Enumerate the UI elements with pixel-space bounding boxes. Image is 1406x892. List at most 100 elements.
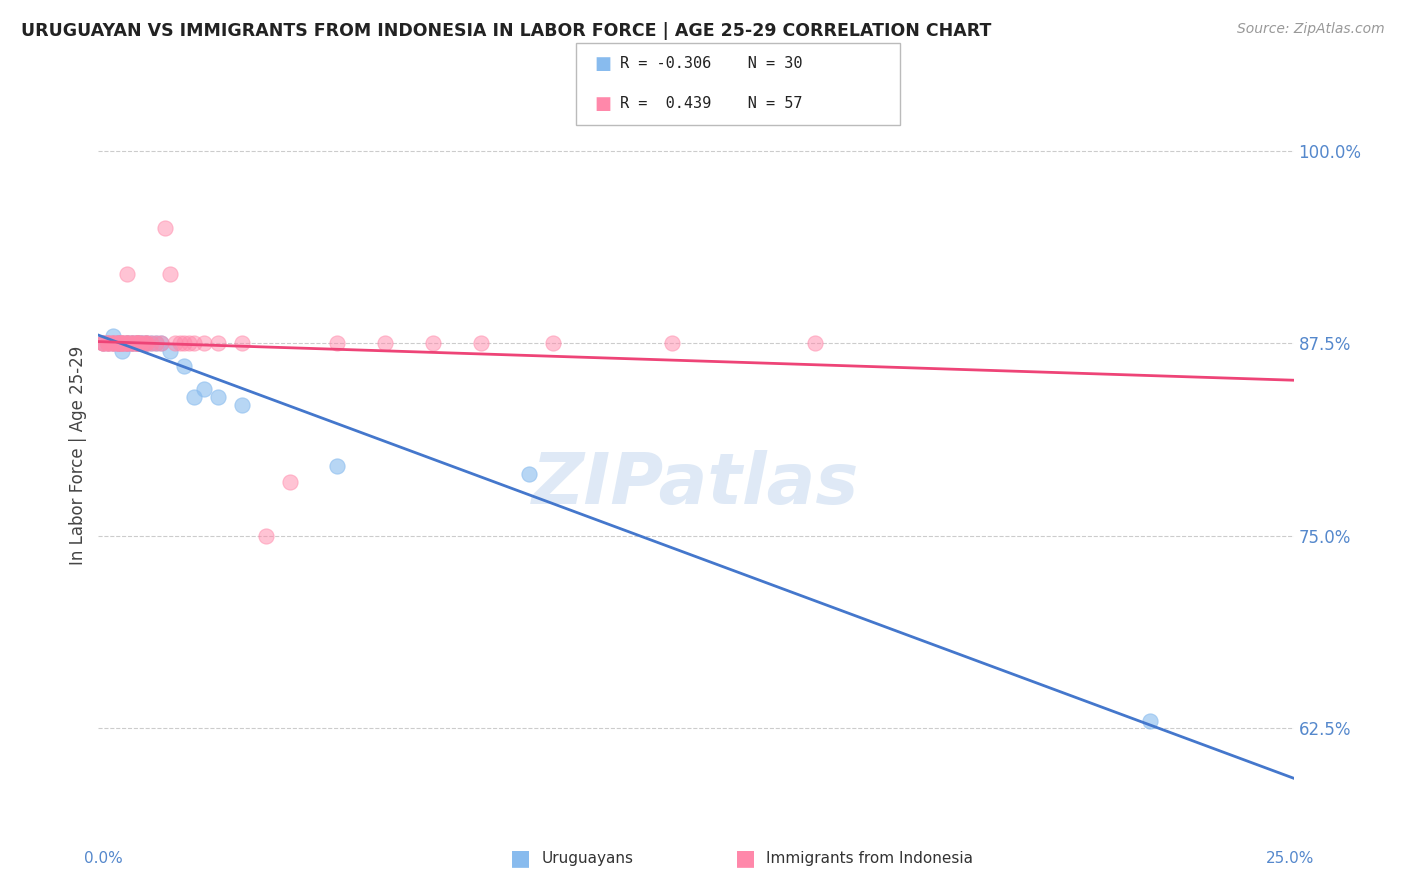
Point — [115, 336, 138, 351]
Text: ■: ■ — [735, 848, 755, 868]
Point — [517, 467, 540, 482]
Point — [231, 336, 253, 351]
Point — [107, 336, 129, 351]
Point — [101, 336, 124, 351]
Point — [97, 336, 120, 351]
Point — [135, 336, 157, 351]
Point — [422, 336, 444, 351]
Point — [91, 336, 114, 351]
Point — [193, 336, 215, 351]
Point — [121, 336, 143, 351]
Point — [470, 336, 492, 351]
Point — [101, 336, 124, 351]
Point — [135, 336, 157, 351]
Point — [91, 336, 114, 351]
Text: ■: ■ — [595, 95, 612, 113]
Point — [374, 336, 396, 351]
Point — [278, 475, 301, 489]
Point — [183, 390, 205, 404]
Point — [91, 336, 114, 351]
Text: ZIPatlas: ZIPatlas — [533, 450, 859, 518]
Point — [107, 336, 129, 351]
Point — [139, 336, 162, 351]
Point — [107, 336, 129, 351]
Point — [115, 336, 138, 351]
Point — [173, 336, 195, 351]
Point — [159, 343, 181, 358]
Point — [115, 336, 138, 351]
Point — [1139, 714, 1161, 728]
Point — [91, 336, 114, 351]
Point — [149, 336, 172, 351]
Point — [326, 336, 349, 351]
Point — [115, 267, 138, 281]
Point — [115, 336, 138, 351]
Text: ■: ■ — [510, 848, 530, 868]
Point — [163, 336, 186, 351]
Point — [804, 336, 827, 351]
Point — [115, 336, 138, 351]
Point — [125, 336, 148, 351]
Point — [131, 336, 153, 351]
Point — [121, 336, 143, 351]
Point — [101, 328, 124, 343]
Point — [173, 359, 195, 374]
Point — [111, 336, 134, 351]
Text: Immigrants from Indonesia: Immigrants from Indonesia — [766, 851, 973, 865]
Point — [139, 336, 162, 351]
Y-axis label: In Labor Force | Age 25-29: In Labor Force | Age 25-29 — [69, 345, 87, 565]
Point — [193, 383, 215, 397]
Text: 25.0%: 25.0% — [1267, 851, 1315, 865]
Text: ■: ■ — [595, 54, 612, 73]
Point — [145, 336, 167, 351]
Point — [107, 336, 129, 351]
Point — [101, 336, 124, 351]
Point — [661, 336, 683, 351]
Point — [97, 336, 120, 351]
Text: R =  0.439    N = 57: R = 0.439 N = 57 — [620, 96, 803, 112]
Point — [169, 336, 191, 351]
Point — [97, 336, 120, 351]
Point — [207, 336, 229, 351]
Point — [121, 336, 143, 351]
Point — [125, 336, 148, 351]
Point — [135, 336, 157, 351]
Point — [254, 529, 277, 543]
Point — [111, 343, 134, 358]
Point — [111, 336, 134, 351]
Text: Source: ZipAtlas.com: Source: ZipAtlas.com — [1237, 22, 1385, 37]
Point — [101, 336, 124, 351]
Point — [115, 336, 138, 351]
Point — [131, 336, 153, 351]
Point — [111, 336, 134, 351]
Point — [121, 336, 143, 351]
Point — [125, 336, 148, 351]
Point — [135, 336, 157, 351]
Point — [107, 336, 129, 351]
Point — [111, 336, 134, 351]
Point — [125, 336, 148, 351]
Point — [125, 336, 148, 351]
Point — [145, 336, 167, 351]
Point — [135, 336, 157, 351]
Point — [111, 336, 134, 351]
Point — [131, 336, 153, 351]
Point — [207, 390, 229, 404]
Point — [541, 336, 564, 351]
Point — [159, 267, 181, 281]
Point — [179, 336, 201, 351]
Point — [131, 336, 153, 351]
Point — [97, 336, 120, 351]
Point — [326, 459, 349, 474]
Point — [125, 336, 148, 351]
Point — [107, 336, 129, 351]
Point — [125, 336, 148, 351]
Point — [149, 336, 172, 351]
Point — [183, 336, 205, 351]
Text: 0.0%: 0.0% — [84, 851, 124, 865]
Point — [155, 220, 177, 235]
Text: URUGUAYAN VS IMMIGRANTS FROM INDONESIA IN LABOR FORCE | AGE 25-29 CORRELATION CH: URUGUAYAN VS IMMIGRANTS FROM INDONESIA I… — [21, 22, 991, 40]
Text: R = -0.306    N = 30: R = -0.306 N = 30 — [620, 56, 803, 71]
Text: Uruguayans: Uruguayans — [541, 851, 633, 865]
Point — [231, 398, 253, 412]
